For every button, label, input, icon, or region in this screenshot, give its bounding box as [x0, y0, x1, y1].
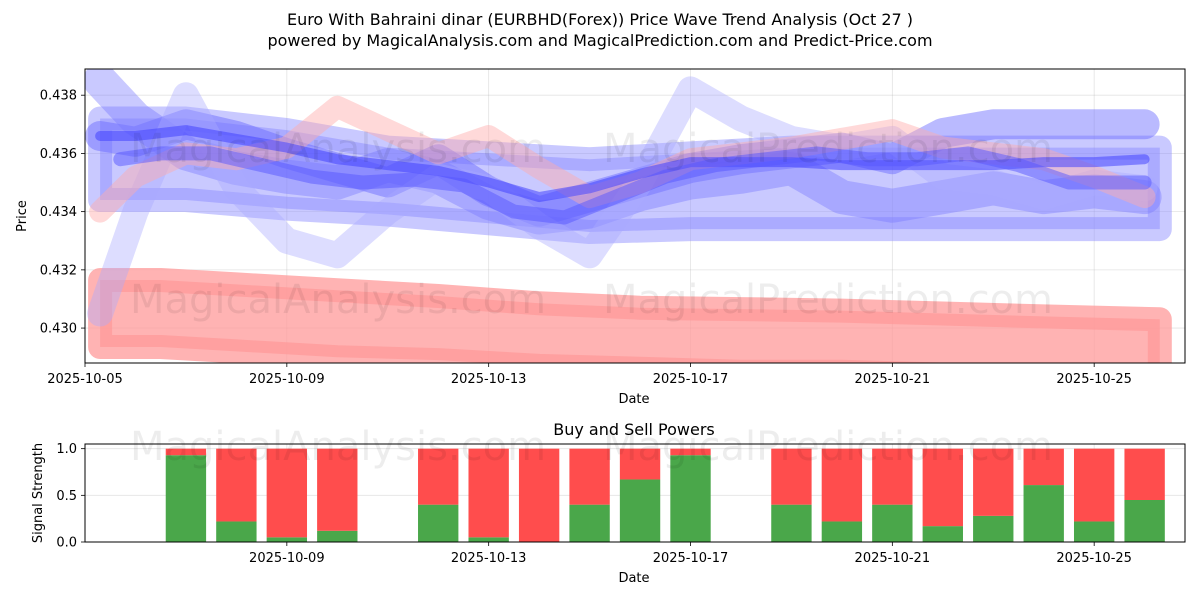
watermark-prediction: MagicalPrediction.com: [603, 424, 1053, 470]
price-panel: MagicalAnalysis.com MagicalPrediction.co…: [15, 68, 1186, 407]
watermark-prediction: MagicalPrediction.com: [603, 277, 1053, 323]
signal-plot-area: [165, 448, 1165, 542]
price-axes-frame: [84, 68, 1186, 364]
price-x-tick-label: 2025-10-13: [451, 372, 527, 387]
watermark-analysis: MagicalAnalysis.com: [130, 424, 546, 470]
buy-bar: [216, 521, 257, 542]
price-band-0: [88, 268, 1172, 363]
sell-bar: [670, 448, 711, 456]
chart-title: Euro With Bahraini dinar (EURBHD(Forex))…: [286, 10, 914, 29]
sell-bar: [165, 448, 207, 456]
signal-x-tick-label: 2025-10-25: [1056, 551, 1132, 566]
sell-bar: [418, 448, 459, 505]
watermark-prediction: MagicalPrediction.com: [603, 126, 1053, 172]
buy-bar: [771, 504, 812, 542]
buy-bar: [317, 530, 358, 542]
buy-bar: [418, 504, 459, 542]
sell-bar: [872, 448, 913, 505]
buy-bar: [973, 515, 1014, 542]
sell-bar: [266, 448, 308, 538]
signal-axes-frame: [84, 443, 1186, 543]
price-watermarks: MagicalAnalysis.com MagicalPrediction.co…: [130, 126, 1053, 323]
signal-x-ticks: 2025-10-09 2025-10-13 2025-10-17 2025-10-21…: [249, 542, 1132, 566]
price-y-label: Price: [15, 200, 30, 232]
sell-bar: [973, 448, 1014, 516]
signal-y-tick-label: 0.5: [56, 489, 77, 504]
sell-bar: [619, 448, 661, 480]
price-y-tick-label: 0.430: [40, 322, 77, 337]
watermark-analysis: MagicalAnalysis.com: [130, 277, 546, 323]
sell-bar: [922, 448, 963, 527]
price-x-ticks: 2025-10-05 2025-10-09 2025-10-13 2025-10-17…: [47, 363, 1132, 387]
sell-bar: [518, 448, 560, 542]
price-y-ticks: 0.430 0.432 0.434 0.436 0.438: [40, 89, 85, 337]
signal-y-ticks: 0.0 0.5 1.0: [56, 442, 85, 551]
price-x-tick-label: 2025-10-09: [249, 372, 325, 387]
sell-bar: [1073, 448, 1115, 522]
price-x-label: Date: [618, 392, 649, 407]
watermark-analysis: MagicalAnalysis.com: [130, 126, 546, 172]
signal-title: Buy and Sell Powers: [553, 420, 715, 439]
buy-bar: [468, 537, 509, 542]
sell-bar: [317, 448, 358, 531]
buy-bar: [1073, 521, 1115, 542]
chart-subtitle: powered by MagicalAnalysis.com and Magic…: [267, 31, 933, 50]
price-y-tick-label: 0.434: [40, 205, 77, 220]
sell-bar: [468, 448, 509, 538]
buy-bar: [872, 504, 913, 542]
signal-y-tick-label: 1.0: [56, 442, 77, 457]
buy-bar: [1023, 485, 1064, 542]
signal-x-tick-label: 2025-10-17: [653, 551, 729, 566]
buy-bar: [266, 537, 308, 542]
signal-x-label: Date: [618, 571, 649, 586]
price-y-tick-label: 0.436: [40, 147, 77, 162]
signal-x-tick-label: 2025-10-21: [855, 551, 931, 566]
sell-bar: [1124, 448, 1165, 500]
price-wave-line-5: [95, 125, 1150, 203]
price-x-tick-label: 2025-10-05: [47, 372, 123, 387]
buy-bar: [1124, 500, 1165, 542]
price-x-tick-label: 2025-10-21: [855, 372, 931, 387]
price-y-tick-label: 0.432: [40, 263, 77, 278]
price-y-tick-label: 0.438: [40, 89, 77, 104]
price-x-tick-label: 2025-10-25: [1056, 372, 1132, 387]
signal-watermarks: MagicalAnalysis.com MagicalPrediction.co…: [130, 424, 1053, 470]
signal-y-label: Signal Strength: [31, 443, 46, 543]
sell-bar: [821, 448, 863, 522]
price-wave-line-3: [87, 76, 1158, 327]
buy-bar: [165, 455, 207, 542]
sell-bar: [1023, 448, 1064, 486]
signal-y-tick-label: 0.0: [56, 536, 77, 551]
buy-bar: [821, 521, 863, 542]
signal-panel: Buy and Sell Powers MagicalAnalysis.com …: [31, 420, 1186, 586]
price-x-tick-label: 2025-10-17: [653, 372, 729, 387]
sell-bar: [569, 448, 610, 505]
buy-bar: [569, 504, 610, 542]
signal-x-tick-label: 2025-10-13: [451, 551, 527, 566]
signal-x-tick-label: 2025-10-09: [249, 551, 325, 566]
buy-bar: [619, 479, 661, 542]
buy-bar: [670, 455, 711, 542]
price-plot-area: [85, 69, 1172, 363]
buy-bar: [922, 526, 963, 542]
price-wave-line-6: [113, 146, 1152, 225]
sell-bar: [771, 448, 812, 505]
sell-bar: [216, 448, 257, 522]
